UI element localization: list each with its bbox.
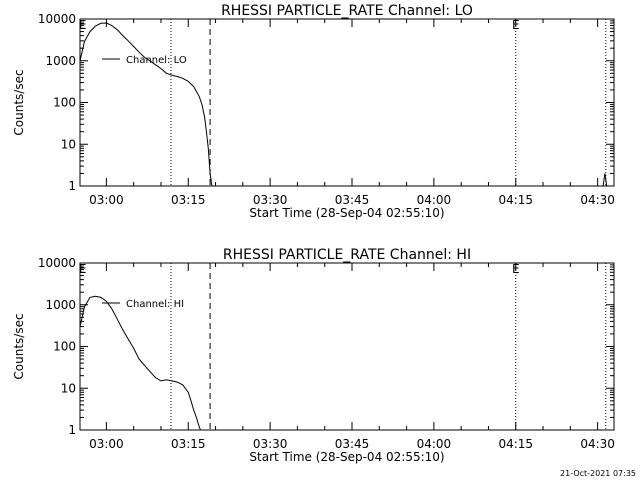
hi-chart-title: RHESSI PARTICLE_RATE Channel: HI <box>223 247 471 263</box>
lo-x-tick-label: 03:30 <box>253 193 288 207</box>
lo-plot-frame <box>79 18 615 187</box>
lo-x-tick-label: 03:15 <box>171 193 206 207</box>
hi-x-tick-label: 03:45 <box>335 437 370 451</box>
lo-x-tick-label: 03:45 <box>335 193 370 207</box>
lo-y-tick-label: 10 <box>61 137 76 151</box>
hi-y-tick-label: 10 <box>61 381 76 395</box>
lo-y-tick-label: 1000 <box>45 54 76 68</box>
hi-event-marker: E <box>512 262 520 276</box>
hi-x-tick-label: 03:30 <box>253 437 288 451</box>
hi-plot-frame <box>79 262 615 431</box>
lo-y-tick-label: 10000 <box>38 12 76 26</box>
lo-y-tick-label: 100 <box>53 96 76 110</box>
lo-x-tick-label: 04:30 <box>580 193 615 207</box>
hi-y-tick-label: 100 <box>53 340 76 354</box>
lo-x-tick-label: 03:00 <box>89 193 124 207</box>
hi-y-axis-label: Counts/sec <box>12 313 26 379</box>
lo-x-tick-label: 04:15 <box>498 193 533 207</box>
hi-legend-label: Channel: HI <box>126 299 184 310</box>
lo-y-tick-label: 1 <box>68 179 76 193</box>
lo-x-tick-label: 04:00 <box>417 193 452 207</box>
footer-timestamp: 21-Oct-2021 07:35 <box>560 469 636 478</box>
lo-event-marker: E <box>512 18 520 32</box>
lo-x-axis-label: Start Time (28-Sep-04 02:55:10) <box>249 206 444 220</box>
hi-x-tick-label: 04:15 <box>498 437 533 451</box>
hi-x-tick-label: 03:15 <box>171 437 206 451</box>
panel-lo: RHESSI PARTICLE_RATE Channel: LO 1 10 100 10… <box>12 3 615 220</box>
lo-chart-title: RHESSI PARTICLE_RATE Channel: LO <box>221 3 473 19</box>
lo-event-marker: E <box>79 18 87 32</box>
hi-event-marker: E <box>79 262 87 276</box>
hi-series-line-0 <box>79 295 201 431</box>
lo-series-line-1 <box>602 173 608 187</box>
hi-x-tick-label: 04:00 <box>417 437 452 451</box>
hi-x-axis-label: Start Time (28-Sep-04 02:55:10) <box>249 450 444 464</box>
lo-y-axis-label: Counts/sec <box>12 69 26 135</box>
hi-y-tick-label: 1 <box>68 423 76 437</box>
hi-x-tick-label: 03:00 <box>89 437 124 451</box>
hi-y-tick-label: 10000 <box>38 256 76 270</box>
hi-y-tick-label: 1000 <box>45 298 76 312</box>
panel-hi: RHESSI PARTICLE_RATE Channel: HI 1 10 100 10… <box>12 247 615 464</box>
lo-legend-label: Channel: LO <box>126 55 187 66</box>
hi-x-tick-label: 04:30 <box>580 437 615 451</box>
lo-series-line-0 <box>79 22 213 187</box>
